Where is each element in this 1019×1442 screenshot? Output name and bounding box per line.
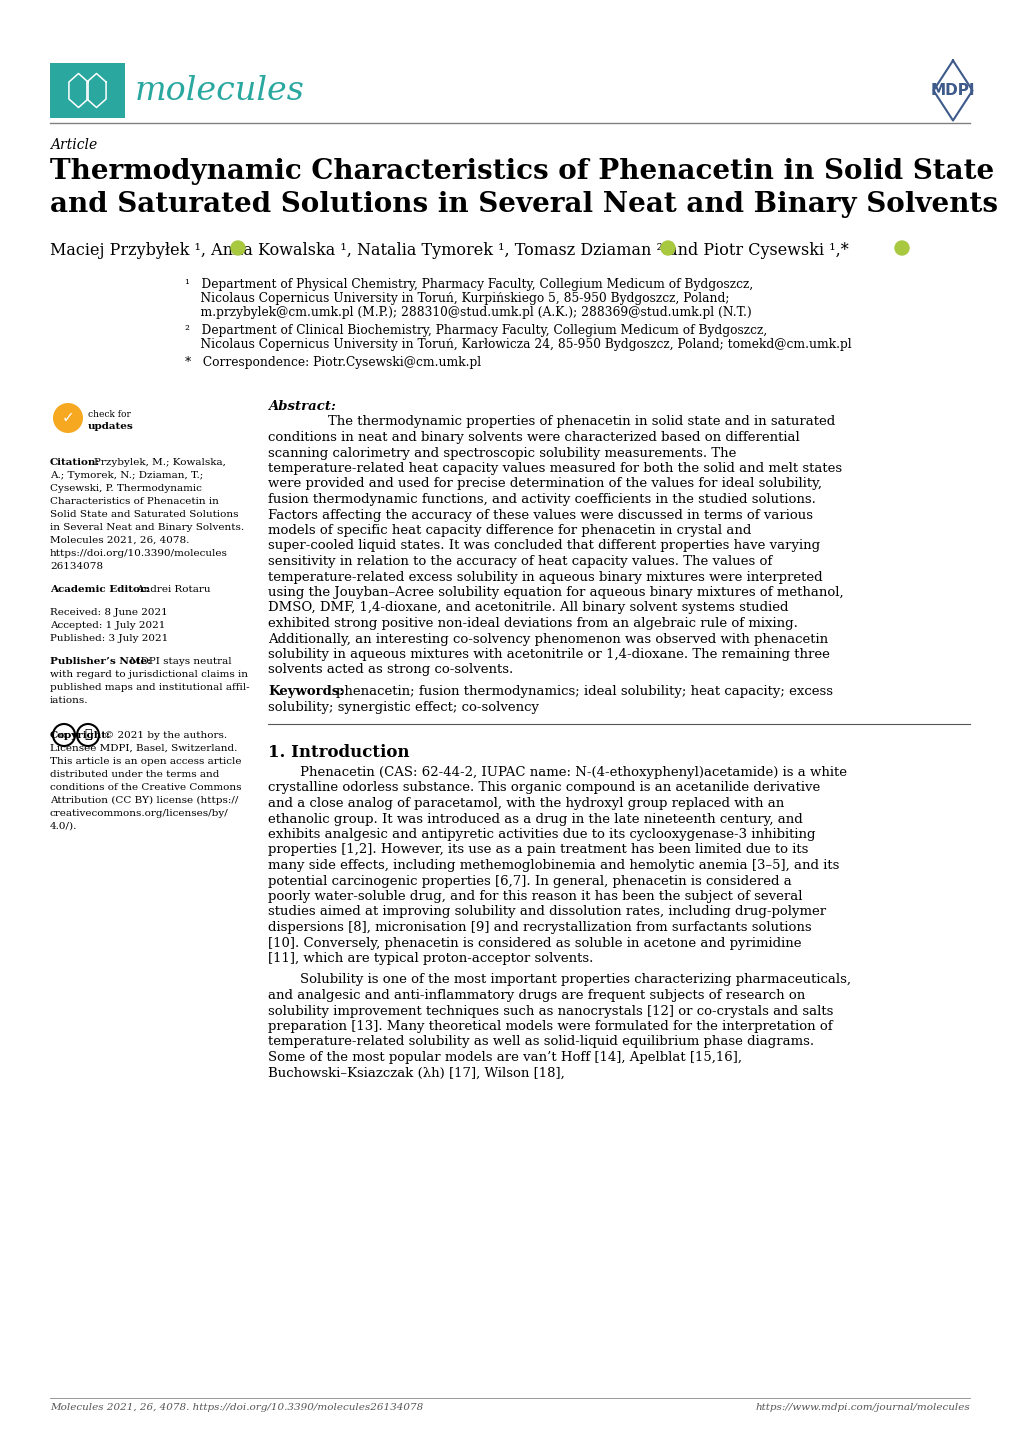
Text: This article is an open access article: This article is an open access article <box>50 757 242 766</box>
Text: and Saturated Solutions in Several Neat and Binary Solvents: and Saturated Solutions in Several Neat … <box>50 190 997 218</box>
Text: [11], which are typical proton-acceptor solvents.: [11], which are typical proton-acceptor … <box>268 952 593 965</box>
Text: solubility in aqueous mixtures with acetonitrile or 1,4-dioxane. The remaining t: solubility in aqueous mixtures with acet… <box>268 647 829 660</box>
Text: Buchowski–Ksiazczak (λh) [17], Wilson [18],: Buchowski–Ksiazczak (λh) [17], Wilson [1… <box>268 1067 565 1080</box>
Text: potential carcinogenic properties [6,7]. In general, phenacetin is considered a: potential carcinogenic properties [6,7].… <box>268 874 791 887</box>
Text: MDPI stays neutral: MDPI stays neutral <box>129 658 231 666</box>
Text: Citation:: Citation: <box>50 459 100 467</box>
Text: many side effects, including methemoglobinemia and hemolytic anemia [3–5], and i: many side effects, including methemoglob… <box>268 859 839 872</box>
Text: temperature-related solubility as well as solid-liquid equilibrium phase diagram: temperature-related solubility as well a… <box>268 1035 813 1048</box>
Text: iD: iD <box>663 245 672 251</box>
Text: Phenacetin (CAS: 62-44-2, IUPAC name: N-(4-ethoxyphenyl)acetamide) is a white: Phenacetin (CAS: 62-44-2, IUPAC name: N-… <box>300 766 846 779</box>
Text: temperature-related excess solubility in aqueous binary mixtures were interprete: temperature-related excess solubility in… <box>268 571 821 584</box>
Text: preparation [13]. Many theoretical models were formulated for the interpretation: preparation [13]. Many theoretical model… <box>268 1019 832 1032</box>
Circle shape <box>53 402 83 433</box>
Text: m.przybylek@cm.umk.pl (M.P.); 288310@stud.umk.pl (A.K.); 288369@stud.umk.pl (N.T: m.przybylek@cm.umk.pl (M.P.); 288310@stu… <box>184 306 751 319</box>
Text: Additionally, an interesting co-solvency phenomenon was observed with phenacetin: Additionally, an interesting co-solvency… <box>268 633 827 646</box>
Text: Keywords:: Keywords: <box>268 685 344 698</box>
Text: models of specific heat capacity difference for phenacetin in crystal and: models of specific heat capacity differe… <box>268 523 751 536</box>
Text: scanning calorimetry and spectroscopic solubility measurements. The: scanning calorimetry and spectroscopic s… <box>268 447 736 460</box>
Text: Copyright:: Copyright: <box>50 731 111 740</box>
Text: 4.0/).: 4.0/). <box>50 822 77 831</box>
Text: Academic Editor:: Academic Editor: <box>50 585 149 594</box>
Bar <box>50 63 125 118</box>
Text: and a close analog of paracetamol, with the hydroxyl group replaced with an: and a close analog of paracetamol, with … <box>268 797 784 810</box>
Text: conditions in neat and binary solvents were characterized based on differential: conditions in neat and binary solvents w… <box>268 431 799 444</box>
Text: Maciej Przybyłek ¹, Anna Kowalska ¹, Natalia Tymorek ¹, Tomasz Dziaman ² and Pio: Maciej Przybyłek ¹, Anna Kowalska ¹, Nat… <box>50 242 848 260</box>
Text: iD: iD <box>234 245 242 251</box>
Text: ¹   Department of Physical Chemistry, Pharmacy Faculty, Collegium Medicum of Byd: ¹ Department of Physical Chemistry, Phar… <box>184 278 752 291</box>
Text: studies aimed at improving solubility and dissolution rates, including drug-poly: studies aimed at improving solubility an… <box>268 906 825 919</box>
Text: Publisher’s Note:: Publisher’s Note: <box>50 658 151 666</box>
Text: Molecules 2021, 26, 4078. https://doi.org/10.3390/molecules26134078: Molecules 2021, 26, 4078. https://doi.or… <box>50 1403 423 1412</box>
Text: solubility improvement techniques such as nanocrystals [12] or co-crystals and s: solubility improvement techniques such a… <box>268 1005 833 1018</box>
Text: distributed under the terms and: distributed under the terms and <box>50 770 219 779</box>
Text: updates: updates <box>88 423 133 431</box>
Text: dispersions [8], micronisation [9] and recrystallization from surfactants soluti: dispersions [8], micronisation [9] and r… <box>268 921 811 934</box>
Text: cc: cc <box>59 731 69 740</box>
Text: Some of the most popular models are van’t Hoff [14], Apelblat [15,16],: Some of the most popular models are van’… <box>268 1051 741 1064</box>
Circle shape <box>230 241 245 255</box>
Text: Published: 3 July 2021: Published: 3 July 2021 <box>50 634 168 643</box>
Text: published maps and institutional affil-: published maps and institutional affil- <box>50 684 250 692</box>
Text: Thermodynamic Characteristics of Phenacetin in Solid State: Thermodynamic Characteristics of Phenace… <box>50 159 994 185</box>
Text: phenacetin; fusion thermodynamics; ideal solubility; heat capacity; excess: phenacetin; fusion thermodynamics; ideal… <box>335 685 833 698</box>
Text: Andrei Rotaru: Andrei Rotaru <box>136 585 210 594</box>
Text: MDPI: MDPI <box>930 84 974 98</box>
Text: in Several Neat and Binary Solvents.: in Several Neat and Binary Solvents. <box>50 523 244 532</box>
Text: molecules: molecules <box>135 75 305 107</box>
Circle shape <box>660 241 675 255</box>
Text: using the Jouyban–Acree solubility equation for aqueous binary mixtures of metha: using the Jouyban–Acree solubility equat… <box>268 585 843 598</box>
Text: Przybylek, M.; Kowalska,: Przybylek, M.; Kowalska, <box>94 459 225 467</box>
Text: with regard to jurisdictional claims in: with regard to jurisdictional claims in <box>50 671 248 679</box>
Text: © 2021 by the authors.: © 2021 by the authors. <box>104 731 227 740</box>
Text: Licensee MDPI, Basel, Switzerland.: Licensee MDPI, Basel, Switzerland. <box>50 744 237 753</box>
Text: solubility; synergistic effect; co-solvency: solubility; synergistic effect; co-solve… <box>268 701 538 714</box>
Text: sensitivity in relation to the accuracy of heat capacity values. The values of: sensitivity in relation to the accuracy … <box>268 555 771 568</box>
Text: check for: check for <box>88 410 130 420</box>
Text: Molecules 2021, 26, 4078.: Molecules 2021, 26, 4078. <box>50 536 190 545</box>
Text: Nicolaus Copernicus University in Toruń, Karłowicza 24, 85-950 Bydgoszcz, Poland: Nicolaus Copernicus University in Toruń,… <box>184 337 851 350</box>
Text: Nicolaus Copernicus University in Toruń, Kurpińskiego 5, 85-950 Bydgoszcz, Polan: Nicolaus Copernicus University in Toruń,… <box>184 291 729 306</box>
Text: super-cooled liquid states. It was concluded that different properties have vary: super-cooled liquid states. It was concl… <box>268 539 819 552</box>
Text: Characteristics of Phenacetin in: Characteristics of Phenacetin in <box>50 497 219 506</box>
Text: poorly water-soluble drug, and for this reason it has been the subject of severa: poorly water-soluble drug, and for this … <box>268 890 802 903</box>
Text: Cysewski, P. Thermodynamic: Cysewski, P. Thermodynamic <box>50 485 202 493</box>
Text: 26134078: 26134078 <box>50 562 103 571</box>
Text: [10]. Conversely, phenacetin is considered as soluble in acetone and pyrimidine: [10]. Conversely, phenacetin is consider… <box>268 936 801 949</box>
Text: properties [1,2]. However, its use as a pain treatment has been limited due to i: properties [1,2]. However, its use as a … <box>268 844 808 857</box>
Text: iD: iD <box>898 245 905 251</box>
Text: Article: Article <box>50 138 97 151</box>
Text: iations.: iations. <box>50 696 89 705</box>
Text: exhibited strong positive non-ideal deviations from an algebraic rule of mixing.: exhibited strong positive non-ideal devi… <box>268 617 797 630</box>
Text: Ⓑ: Ⓑ <box>85 728 92 741</box>
Circle shape <box>894 241 908 255</box>
Text: ✓: ✓ <box>61 411 74 425</box>
Text: solvents acted as strong co-solvents.: solvents acted as strong co-solvents. <box>268 663 513 676</box>
Text: Solubility is one of the most important properties characterizing pharmaceutical: Solubility is one of the most important … <box>300 973 850 986</box>
Text: Attribution (CC BY) license (https://: Attribution (CC BY) license (https:// <box>50 796 238 805</box>
Text: ²   Department of Clinical Biochemistry, Pharmacy Faculty, Collegium Medicum of : ² Department of Clinical Biochemistry, P… <box>184 324 766 337</box>
Text: *   Correspondence: Piotr.Cysewski@cm.umk.pl: * Correspondence: Piotr.Cysewski@cm.umk.… <box>184 356 481 369</box>
Text: 1. Introduction: 1. Introduction <box>268 744 409 761</box>
Text: https://doi.org/10.3390/molecules: https://doi.org/10.3390/molecules <box>50 549 227 558</box>
Text: The thermodynamic properties of phenacetin in solid state and in saturated: The thermodynamic properties of phenacet… <box>328 415 835 428</box>
Text: and analgesic and anti-inflammatory drugs are frequent subjects of research on: and analgesic and anti-inflammatory drug… <box>268 989 804 1002</box>
Text: Received: 8 June 2021: Received: 8 June 2021 <box>50 609 167 617</box>
Text: crystalline odorless substance. This organic compound is an acetanilide derivati: crystalline odorless substance. This org… <box>268 782 819 795</box>
Text: Solid State and Saturated Solutions: Solid State and Saturated Solutions <box>50 510 238 519</box>
Text: ethanolic group. It was introduced as a drug in the late nineteenth century, and: ethanolic group. It was introduced as a … <box>268 812 802 825</box>
Text: DMSO, DMF, 1,4-dioxane, and acetonitrile. All binary solvent systems studied: DMSO, DMF, 1,4-dioxane, and acetonitrile… <box>268 601 788 614</box>
Text: fusion thermodynamic functions, and activity coefficients in the studied solutio: fusion thermodynamic functions, and acti… <box>268 493 815 506</box>
Text: Accepted: 1 July 2021: Accepted: 1 July 2021 <box>50 622 165 630</box>
Text: Abstract:: Abstract: <box>268 399 335 412</box>
Text: A.; Tymorek, N.; Dziaman, T.;: A.; Tymorek, N.; Dziaman, T.; <box>50 472 203 480</box>
Text: Factors affecting the accuracy of these values were discussed in terms of variou: Factors affecting the accuracy of these … <box>268 509 812 522</box>
Text: exhibits analgesic and antipyretic activities due to its cyclooxygenase-3 inhibi: exhibits analgesic and antipyretic activ… <box>268 828 815 841</box>
Text: conditions of the Creative Commons: conditions of the Creative Commons <box>50 783 242 792</box>
Text: creativecommons.org/licenses/by/: creativecommons.org/licenses/by/ <box>50 809 228 818</box>
Text: were provided and used for precise determination of the values for ideal solubil: were provided and used for precise deter… <box>268 477 821 490</box>
Text: https://www.mdpi.com/journal/molecules: https://www.mdpi.com/journal/molecules <box>754 1403 969 1412</box>
Text: temperature-related heat capacity values measured for both the solid and melt st: temperature-related heat capacity values… <box>268 461 842 474</box>
